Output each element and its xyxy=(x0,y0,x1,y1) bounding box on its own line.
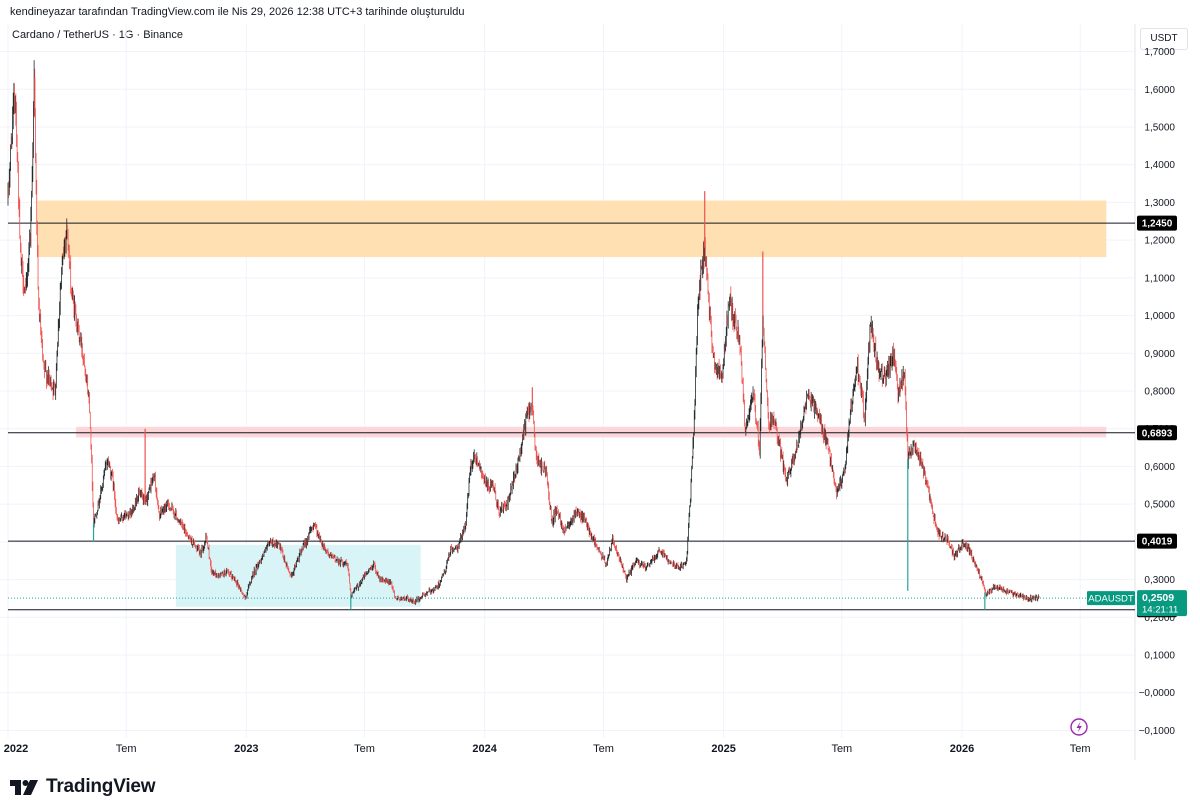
level-badge xyxy=(1137,533,1177,549)
y-tick-label: 1,2000 xyxy=(1144,236,1175,247)
tradingview-logo-icon xyxy=(10,780,38,795)
y-tick-label: 0,2000 xyxy=(1144,613,1175,624)
y-tick-label: 0,3000 xyxy=(1144,575,1175,586)
candle-series xyxy=(7,60,1135,610)
y-tick-label: −0,1000 xyxy=(1139,726,1176,737)
axes: 1,7000 1,6000 1,5000 1,4000 1,3000 1,2000 1,10… xyxy=(4,47,1176,755)
tradingview-brand: TradingView xyxy=(46,776,156,797)
last-price-badge xyxy=(1137,590,1187,617)
x-tick-label: Tem xyxy=(831,743,852,755)
x-tick-label: 2024 xyxy=(472,743,497,755)
y-tick-label: 1,7000 xyxy=(1144,47,1175,58)
x-tick-label: Tem xyxy=(116,743,137,755)
y-tick-label: 0,1000 xyxy=(1144,651,1175,662)
y-tick-label: 0,5000 xyxy=(1144,500,1175,511)
accumulation-zone[interactable] xyxy=(175,544,421,607)
mid-zone[interactable] xyxy=(75,426,1107,438)
y-tick-label: 0,9000 xyxy=(1144,349,1175,360)
flash-icon[interactable] xyxy=(1070,718,1088,736)
y-tick-label: 1,0000 xyxy=(1144,311,1175,322)
symbol-legend[interactable]: Cardano / TetherUS · 1G · Binance xyxy=(12,29,183,41)
level-badge xyxy=(1137,425,1177,441)
x-tick-label: 2022 xyxy=(4,743,28,755)
level-badge xyxy=(1137,215,1177,231)
x-tick-label: Tem xyxy=(593,743,614,755)
x-tick-label: Tem xyxy=(354,743,375,755)
price-badges: 1,24500,68930,40190,2200ADAUSDT0,250914:… xyxy=(1087,215,1187,618)
x-tick-label: 2026 xyxy=(950,743,974,755)
currency-button[interactable]: USDT xyxy=(1140,28,1188,50)
x-tick-label: Tem xyxy=(1070,743,1091,755)
y-tick-label: 0,6000 xyxy=(1144,462,1175,473)
level-badge-label: 0,4019 xyxy=(1142,537,1173,548)
y-tick-label: 1,5000 xyxy=(1144,122,1175,133)
symbol-tag-label: ADAUSDT xyxy=(1088,594,1134,605)
y-tick-label: 1,6000 xyxy=(1144,85,1175,96)
snapshot-header: kendineyazar tarafından TradingView.com … xyxy=(10,6,465,18)
y-tick-label: 1,3000 xyxy=(1144,198,1175,209)
resistance-zone[interactable] xyxy=(37,200,1107,258)
y-tick-label: 1,4000 xyxy=(1144,160,1175,171)
level-badge-label: 1,2450 xyxy=(1142,219,1173,230)
y-tick-label: 0,8000 xyxy=(1144,387,1175,398)
grid-lines xyxy=(0,24,1136,760)
symbol-tag xyxy=(1087,591,1135,606)
x-tick-label: 2023 xyxy=(234,743,258,755)
y-tick-label: −0,0000 xyxy=(1139,688,1176,699)
x-tick-label: 2025 xyxy=(711,743,735,755)
last-price-value: 0,2509 xyxy=(1142,592,1174,604)
y-tick-label: 1,1000 xyxy=(1144,273,1175,284)
countdown-timer: 14:21:11 xyxy=(1142,605,1178,616)
tradingview-logo[interactable]: TradingView xyxy=(10,774,156,800)
level-badge-label: 0,6893 xyxy=(1142,428,1173,439)
zone-rectangles[interactable] xyxy=(37,200,1107,607)
